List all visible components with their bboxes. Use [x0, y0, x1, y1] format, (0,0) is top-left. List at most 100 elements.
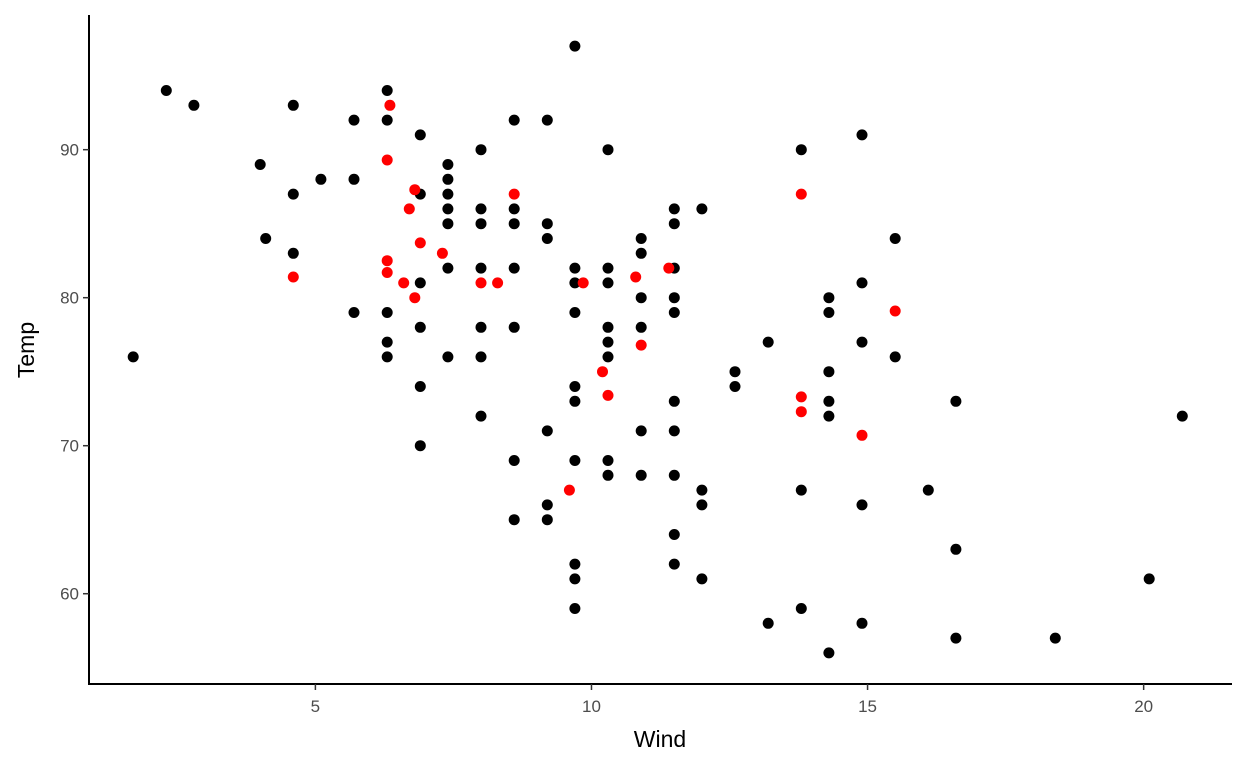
data-point [508, 455, 520, 466]
data-point [922, 484, 934, 496]
data-point [287, 99, 299, 111]
y-tick-label: 80 [60, 289, 79, 308]
data-point [492, 277, 504, 289]
y-tick-label: 70 [60, 437, 79, 456]
data-point [635, 321, 647, 333]
data-point [668, 307, 680, 318]
data-point [950, 632, 962, 644]
data-point [398, 277, 410, 289]
x-tick-label: 5 [311, 697, 320, 716]
data-point [442, 351, 454, 363]
data-point [569, 558, 581, 570]
data-point [823, 366, 835, 378]
data-point [287, 247, 299, 259]
data-point [381, 336, 393, 348]
data-point [414, 277, 426, 289]
data-point [348, 307, 360, 318]
data-point [541, 114, 553, 126]
data-point [1176, 410, 1188, 422]
data-point [602, 455, 614, 466]
data-point [823, 307, 835, 318]
data-point [569, 40, 581, 52]
data-point [602, 262, 614, 274]
data-point [475, 321, 487, 333]
points-layer [127, 40, 1188, 659]
data-point [287, 271, 299, 283]
data-point [381, 85, 393, 96]
data-point [762, 617, 774, 629]
data-point [475, 262, 487, 274]
data-point [602, 389, 614, 401]
data-point [442, 188, 454, 200]
data-point [384, 99, 396, 111]
data-point [569, 395, 581, 407]
data-point [729, 381, 741, 392]
data-point [475, 144, 487, 156]
data-point [287, 188, 299, 200]
data-point [762, 336, 774, 348]
data-point [729, 366, 741, 378]
data-point [889, 233, 901, 244]
data-point [569, 262, 581, 274]
data-point [414, 321, 426, 333]
data-point [414, 440, 426, 452]
y-tick-label: 90 [60, 141, 79, 160]
data-point [442, 262, 454, 274]
data-point [602, 321, 614, 333]
data-point [348, 114, 360, 126]
data-point [602, 144, 614, 156]
data-point [668, 558, 680, 570]
data-point [569, 603, 581, 614]
data-point [635, 339, 647, 351]
data-point [696, 203, 708, 215]
data-point [668, 529, 680, 540]
data-point [315, 173, 327, 185]
data-point [541, 233, 553, 244]
data-point [508, 218, 520, 230]
x-tick-label: 15 [858, 697, 877, 716]
data-point [569, 381, 581, 392]
data-point [856, 499, 868, 511]
data-point [856, 129, 868, 141]
data-point [823, 410, 835, 422]
data-point [795, 144, 807, 156]
data-point [569, 455, 581, 466]
data-point [475, 203, 487, 215]
data-point [409, 184, 421, 196]
data-point [436, 247, 448, 259]
data-point [442, 159, 454, 170]
data-point [856, 336, 868, 348]
data-point [381, 267, 393, 278]
data-point [403, 203, 415, 215]
data-point [381, 255, 393, 267]
data-point [950, 543, 962, 555]
data-point [577, 277, 589, 289]
data-point [795, 188, 807, 200]
data-point [541, 499, 553, 511]
data-point [475, 277, 487, 289]
data-point [348, 173, 360, 185]
data-point [795, 603, 807, 614]
data-point [475, 351, 487, 363]
data-point [635, 469, 647, 481]
data-point [856, 429, 868, 441]
data-point [602, 351, 614, 363]
data-point [635, 292, 647, 304]
data-point [414, 129, 426, 141]
data-point [823, 292, 835, 304]
data-point [381, 307, 393, 318]
data-point [475, 218, 487, 230]
data-point [541, 425, 553, 437]
data-point [508, 321, 520, 333]
data-point [950, 395, 962, 407]
data-point [602, 469, 614, 481]
data-point [795, 484, 807, 496]
data-point [823, 395, 835, 407]
data-point [563, 484, 575, 496]
data-point [569, 277, 581, 289]
data-point [795, 391, 807, 403]
data-point [696, 573, 708, 585]
data-point [668, 425, 680, 437]
data-point [602, 336, 614, 348]
